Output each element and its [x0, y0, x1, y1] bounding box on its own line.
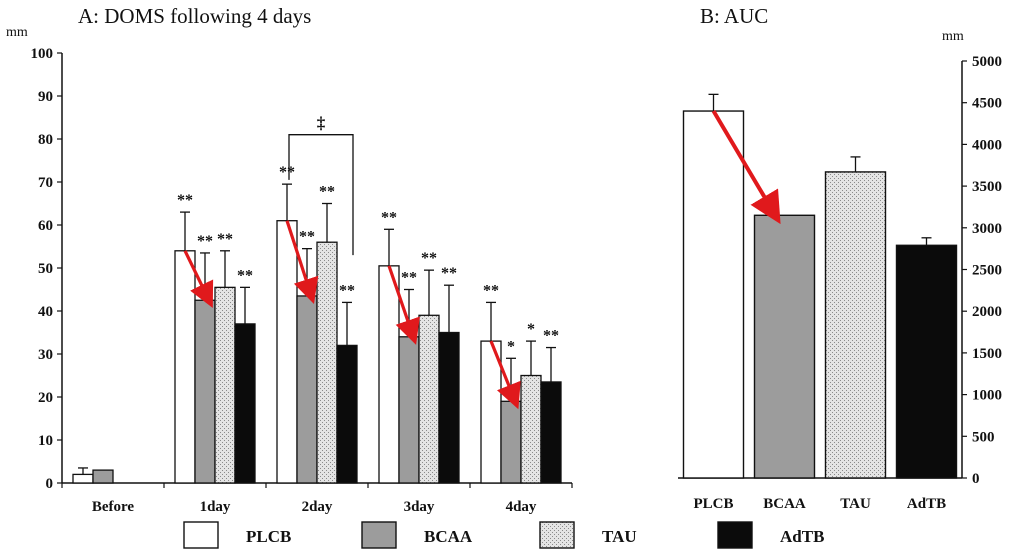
panel-a-significance-mark: ** — [483, 282, 499, 299]
panel-a-bar-plcb — [72, 473, 94, 484]
panel-a-y-tick-label: 50 — [38, 261, 53, 277]
panel-a-bar-bcaa — [398, 336, 420, 484]
panel-b-y-tick-label: 2500 — [972, 263, 1002, 279]
panel-a-significance-mark: * — [527, 321, 535, 338]
panel-a-red-arrow — [387, 265, 420, 345]
panel-a-significance-mark: ** — [441, 265, 457, 282]
legend-label-plcb: PLCB — [246, 527, 291, 546]
panel-a-significance-mark: ** — [299, 229, 315, 246]
panel-a-significance-mark: ** — [197, 233, 213, 250]
legend-swatch-bcaa — [361, 521, 397, 549]
panel-b-y-tick-label: 1000 — [972, 388, 1002, 404]
legend-swatch-plcb — [183, 521, 219, 549]
legend: PLCB BCAA TAU AdTB — [183, 521, 824, 549]
panel-a-bar-bcaa — [194, 299, 216, 484]
panel-a-y-tick-label: 60 — [38, 218, 53, 234]
panel-a-x-tick-label: 1day — [200, 499, 231, 515]
panel-a-bar-bcaa — [296, 295, 318, 484]
panel-a-bar-tau — [418, 314, 440, 484]
panel-b-x-tick-label: AdTB — [907, 496, 946, 512]
panel-a-bar-bcaa — [92, 469, 114, 484]
panel-b-bar-tau — [824, 171, 887, 479]
panel-a-bar-tau — [316, 241, 338, 484]
panel-a-chart: 0 10 20 30 40 50 60 70 80 90 100 Before 1day 2day 3day… — [31, 46, 573, 515]
panel-a-y-tick-label: 0 — [46, 476, 54, 492]
panel-a-significance-mark: ** — [421, 250, 437, 267]
panel-a-red-arrow — [489, 340, 521, 410]
panel-a-x-tick-label: Before — [92, 499, 135, 515]
legend-swatch-tau — [539, 521, 575, 549]
panel-a-significance-mark: ** — [339, 282, 355, 299]
panel-a-x-tick-label: 4day — [506, 499, 537, 515]
panel-b-x-tick-label: BCAA — [763, 496, 806, 512]
panel-b-y-tick-label: 500 — [972, 429, 995, 445]
panel-b-y-tick-label: 3500 — [972, 179, 1002, 195]
panel-b-bar-adtb — [895, 244, 958, 479]
panel-a-significance-mark: * — [507, 338, 515, 355]
panel-a-bracket-mark: ‡ — [317, 114, 326, 133]
panel-b-bar-bcaa — [753, 214, 816, 479]
panel-a-y-tick-label: 80 — [38, 132, 53, 148]
panel-a-red-arrow — [183, 250, 214, 309]
panel-b-y-tick-label: 0 — [972, 471, 980, 487]
legend-label-adtb: AdTB — [780, 527, 824, 546]
panel-a-significance-mark: ** — [401, 270, 417, 287]
panel-a-bar-adtb — [540, 381, 562, 484]
legend-label-tau: TAU — [602, 527, 637, 546]
panel-a-bar-plcb — [174, 250, 196, 484]
legend-swatch-adtb — [717, 521, 753, 549]
panel-b-title: B: AUC — [700, 4, 768, 28]
panel-b-red-arrow — [711, 110, 781, 225]
panel-a-significance-mark: ** — [381, 209, 397, 226]
panel-a-bar-adtb — [234, 323, 256, 484]
panel-b-y-tick-label: 1500 — [972, 346, 1002, 362]
panel-a-significance-mark: ** — [177, 192, 193, 209]
panel-b-y-tick-label: 4000 — [972, 137, 1002, 153]
panel-a-y-tick-label: 100 — [31, 46, 54, 62]
panel-a-significance-mark: ** — [319, 184, 335, 201]
panel-a-y-tick-label: 10 — [38, 433, 53, 449]
panel-a-unit-label: mm — [6, 25, 28, 40]
panel-a-significance-mark: ** — [237, 267, 253, 284]
panel-a-significance-bracket — [288, 134, 354, 256]
panel-b-x-tick-label: TAU — [840, 496, 871, 512]
panel-a-bar-tau — [214, 286, 236, 484]
panel-b-y-tick-label: 4500 — [972, 96, 1002, 112]
panel-a-red-arrow — [285, 220, 319, 305]
panel-a-bar-tau — [520, 374, 542, 484]
panel-a-y-tick-label: 90 — [38, 89, 53, 105]
legend-label-bcaa: BCAA — [424, 527, 473, 546]
panel-a-y-tick-label: 30 — [38, 347, 53, 363]
panel-b-chart: 0 500 1000 1500 2000 2500 3000 3500 4000 4500 5000… — [678, 54, 1002, 512]
panel-b-y-tick-label: 2000 — [972, 304, 1002, 320]
panel-a-y-tick-label: 20 — [38, 390, 53, 406]
panel-a-y-tick-label: 40 — [38, 304, 53, 320]
panel-a-bar-plcb — [276, 220, 298, 484]
panel-a-bar-adtb — [336, 344, 358, 484]
panel-a-bar-bcaa — [500, 400, 522, 484]
panel-a-title: A: DOMS following 4 days — [78, 4, 311, 28]
panel-a-significance-mark: ** — [279, 164, 295, 181]
panel-b-unit-label: mm — [942, 29, 964, 44]
panel-a-significance-mark: ** — [217, 231, 233, 248]
panel-b-y-tick-label: 3000 — [972, 221, 1002, 237]
panel-a-x-tick-label: 2day — [302, 499, 333, 515]
panel-a-y-tick-label: 70 — [38, 175, 53, 191]
panel-a-bar-adtb — [438, 331, 460, 484]
panel-a-bar-plcb — [378, 265, 400, 484]
panel-a-significance-mark: ** — [543, 328, 559, 345]
panel-b-x-tick-label: PLCB — [693, 496, 733, 512]
panel-b-bar-plcb — [682, 110, 745, 479]
panel-b-y-tick-label: 5000 — [972, 54, 1002, 70]
panel-a-x-tick-label: 3day — [404, 499, 435, 515]
